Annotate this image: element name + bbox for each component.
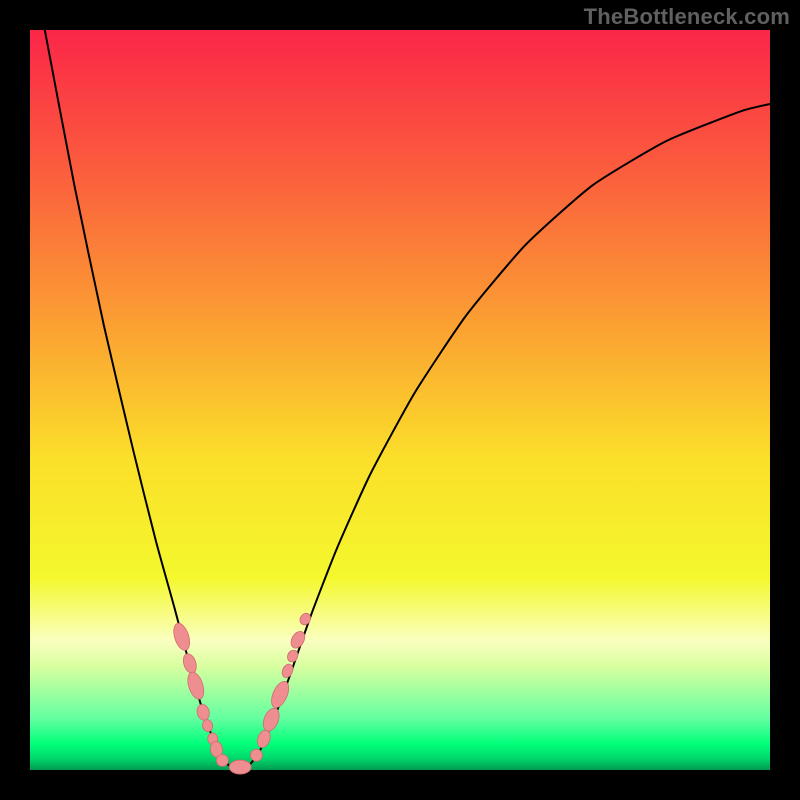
- curve-marker: [216, 754, 228, 766]
- watermark-text: TheBottleneck.com: [584, 4, 790, 30]
- plot-background-gradient: [30, 30, 770, 770]
- chart-canvas: [0, 0, 800, 800]
- curve-marker: [229, 760, 251, 774]
- bottleneck-chart: TheBottleneck.com: [0, 0, 800, 800]
